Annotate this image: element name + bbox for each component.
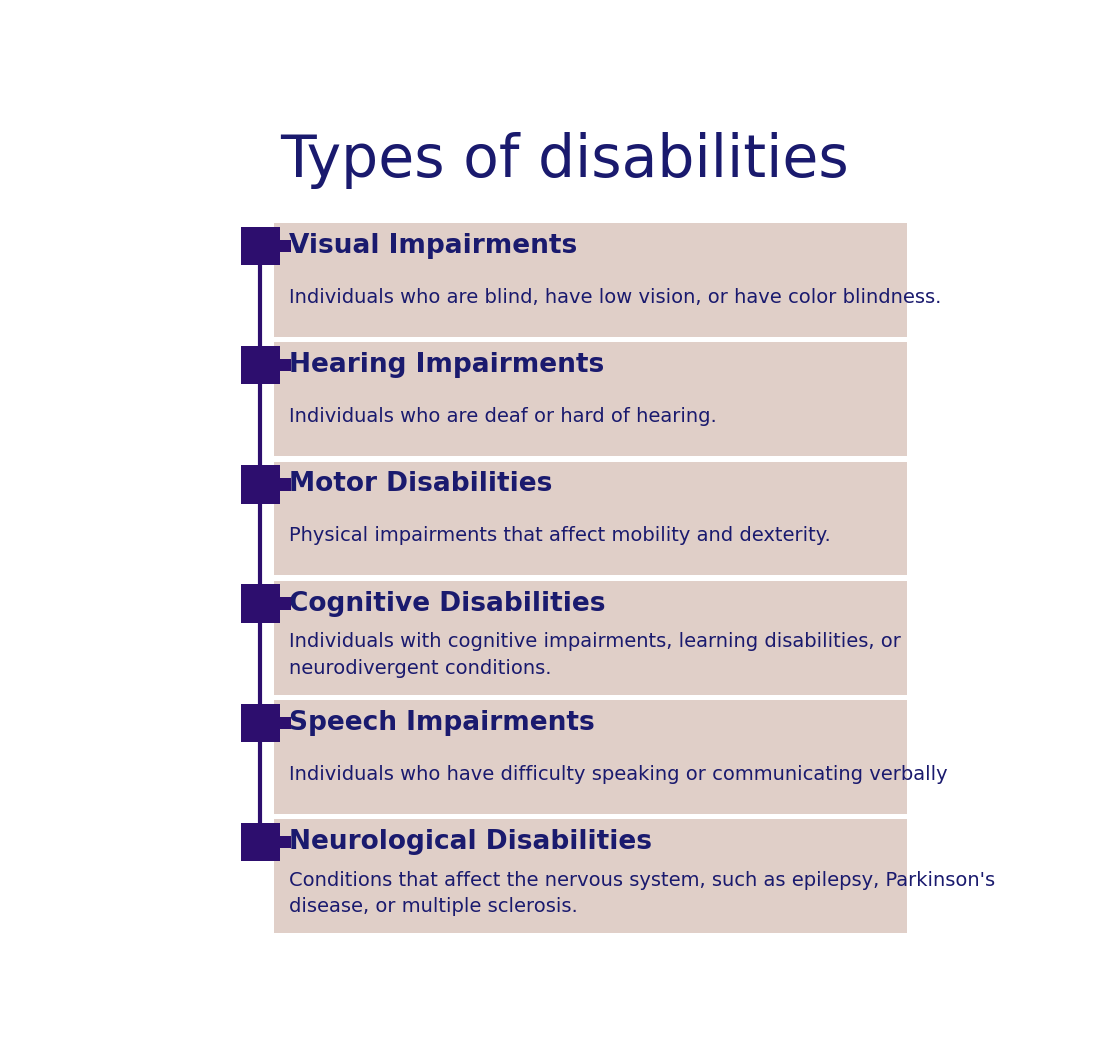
Text: Physical impairments that affect mobility and dexterity.: Physical impairments that affect mobilit… <box>289 526 831 545</box>
Bar <box>280 239 290 252</box>
Text: Types of disabilities: Types of disabilities <box>280 132 849 188</box>
Text: Speech Impairments: Speech Impairments <box>289 710 595 736</box>
Bar <box>280 597 290 610</box>
Bar <box>280 359 290 371</box>
Text: Individuals who are blind, have low vision, or have color blindness.: Individuals who are blind, have low visi… <box>289 287 941 306</box>
FancyBboxPatch shape <box>274 700 907 814</box>
FancyBboxPatch shape <box>274 581 907 695</box>
Text: Neurological Disabilities: Neurological Disabilities <box>289 829 652 855</box>
Text: Hearing Impairments: Hearing Impairments <box>289 352 604 378</box>
Bar <box>280 836 290 848</box>
FancyBboxPatch shape <box>274 462 907 576</box>
FancyBboxPatch shape <box>274 819 907 933</box>
Bar <box>280 478 290 491</box>
Bar <box>240 346 280 384</box>
Text: Conditions that affect the nervous system, such as epilepsy, Parkinson's
disease: Conditions that affect the nervous syste… <box>289 870 995 916</box>
Bar <box>280 717 290 729</box>
Text: Individuals who have difficulty speaking or communicating verbally: Individuals who have difficulty speaking… <box>289 765 947 783</box>
Text: Visual Impairments: Visual Impairments <box>289 233 577 259</box>
Bar <box>240 584 280 622</box>
FancyBboxPatch shape <box>274 343 907 456</box>
Bar <box>240 465 280 503</box>
Bar <box>240 822 280 861</box>
FancyBboxPatch shape <box>274 223 907 337</box>
Text: Individuals who are deaf or hard of hearing.: Individuals who are deaf or hard of hear… <box>289 406 717 426</box>
Text: Motor Disabilities: Motor Disabilities <box>289 471 553 497</box>
Text: Individuals with cognitive impairments, learning disabilities, or
neurodivergent: Individuals with cognitive impairments, … <box>289 632 901 678</box>
Bar <box>240 703 280 742</box>
Bar <box>240 227 280 265</box>
Text: Cognitive Disabilities: Cognitive Disabilities <box>289 591 606 617</box>
